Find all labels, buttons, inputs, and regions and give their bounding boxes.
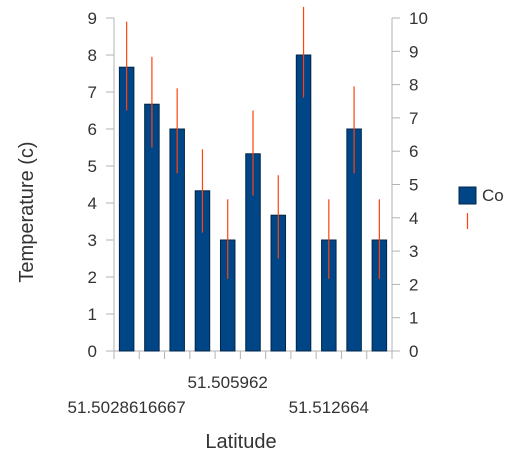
y-left-tick-label: 7 <box>88 83 97 102</box>
y-right-tick-label: 0 <box>409 342 418 361</box>
y-left-tick-label: 9 <box>88 9 97 28</box>
y-right-tick-label: 9 <box>409 42 418 61</box>
legend-swatch <box>458 186 477 205</box>
y-right-tick-label: 1 <box>409 309 418 328</box>
y-right-tick-label: 7 <box>409 109 418 128</box>
x-axis-title: Latitude <box>205 431 276 453</box>
bar <box>295 54 312 352</box>
y-right-tick-label: 10 <box>409 9 428 28</box>
y-axis-title: Temperature (c) <box>16 141 38 282</box>
legend: Co <box>458 186 504 229</box>
x-tick-label: 51.512664 <box>289 398 369 417</box>
tick-labels: 0 1 2 3 4 5 6 7 8 9 0 1 2 3 4 5 6 7 8 9 10 51.502861666751.50… <box>68 9 428 417</box>
x-tick-label: 51.505962 <box>188 373 268 392</box>
y-right-tick-label: 3 <box>409 242 418 261</box>
bars <box>118 54 388 352</box>
y-left-tick-label: 0 <box>88 342 97 361</box>
y-right-tick-label: 5 <box>409 176 418 195</box>
y-right-tick-label: 2 <box>409 275 418 294</box>
y-right-tick-label: 6 <box>409 142 418 161</box>
legend-label: Co <box>482 186 504 205</box>
y-right-tick-label: 8 <box>409 76 418 95</box>
x-tick-label: 51.5028616667 <box>68 398 186 417</box>
y-left-tick-label: 1 <box>88 305 97 324</box>
error-bars <box>126 6 380 279</box>
y-left-tick-label: 6 <box>88 120 97 139</box>
y-right-tick-label: 4 <box>409 209 418 228</box>
y-left-tick-label: 3 <box>88 231 97 250</box>
y-left-tick-label: 2 <box>88 268 97 287</box>
y-left-tick-label: 8 <box>88 46 97 65</box>
y-left-tick-label: 4 <box>88 194 97 213</box>
y-left-tick-label: 5 <box>88 157 97 176</box>
